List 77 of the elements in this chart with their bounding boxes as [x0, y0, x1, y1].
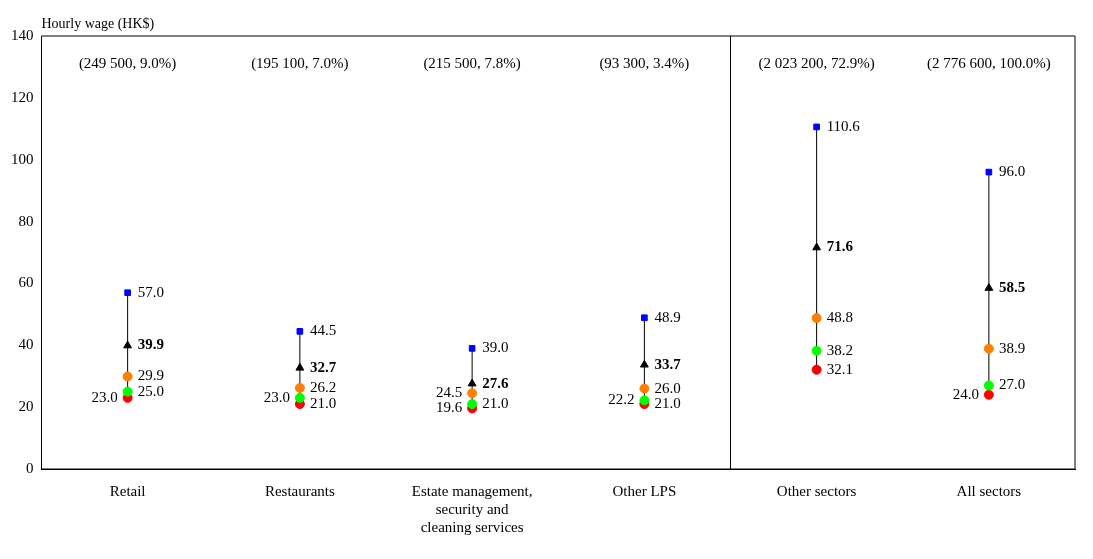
data-label: 27.6 — [482, 374, 509, 391]
point — [295, 362, 305, 371]
annotation: (93 300, 3.4%) — [599, 54, 690, 72]
x-tick-label: Restaurants — [264, 482, 336, 499]
annotation: (2 776 600, 100.0%) — [927, 54, 1051, 72]
point — [296, 328, 304, 335]
data-label: 39.9 — [137, 336, 164, 353]
data-label: 39.0 — [482, 339, 509, 356]
point — [124, 289, 131, 297]
point — [123, 340, 133, 349]
point — [985, 168, 993, 176]
point — [813, 123, 820, 131]
data-label: 48.8 — [826, 309, 853, 326]
y-axis-title: Hourly wage (HK$) — [41, 15, 155, 32]
y-tick-label: 120 — [11, 88, 34, 105]
y-tick-label: 40 — [18, 336, 34, 353]
data-label: 26.0 — [654, 379, 681, 396]
data-label: 21.0 — [309, 394, 337, 411]
data-label: 23.0 — [91, 388, 118, 405]
data-label: 21.0 — [654, 394, 681, 411]
x-tick-label: Estate management, security and cleaning services — [411, 482, 533, 535]
point — [639, 395, 650, 406]
y-tick-label: 20 — [18, 398, 34, 415]
point — [467, 378, 477, 387]
data-label: 44.5 — [309, 322, 337, 339]
data-label: 38.9 — [998, 339, 1026, 356]
annotation: (249 500, 9.0%) — [78, 54, 177, 72]
data-label: 48.9 — [654, 308, 681, 325]
y-tick-label: 0 — [26, 459, 34, 476]
x-tick-label: Other sectors — [776, 482, 857, 499]
data-label: 24.5 — [435, 384, 463, 401]
point — [983, 389, 994, 400]
annotation: (2 023 200, 72.9%) — [758, 54, 875, 72]
point — [984, 283, 994, 291]
annotation: (195 100, 7.0%) — [251, 54, 349, 72]
annotation: (215 500, 7.8%) — [423, 54, 521, 72]
data-label: 21.0 — [482, 394, 509, 411]
point — [122, 386, 133, 397]
point — [294, 392, 305, 403]
point — [811, 345, 822, 356]
point — [811, 313, 822, 324]
point — [639, 359, 649, 368]
point — [983, 380, 994, 391]
data-label: 58.5 — [998, 278, 1026, 295]
y-tick-label: 60 — [18, 274, 34, 291]
point — [294, 382, 305, 393]
data-label: 24.0 — [952, 385, 979, 402]
data-label: 38.2 — [826, 341, 853, 358]
data-label: 25.0 — [137, 382, 164, 399]
x-tick-label: Other LPS — [612, 482, 677, 499]
data-label: 96.0 — [998, 163, 1026, 180]
y-tick-label: 140 — [11, 26, 34, 43]
point — [983, 343, 994, 354]
point — [812, 242, 822, 251]
data-label: 22.2 — [608, 391, 635, 408]
point — [641, 314, 648, 322]
data-label: 27.0 — [998, 376, 1026, 393]
point — [811, 364, 822, 375]
x-tick-label: All sectors — [956, 482, 1022, 499]
data-label: 23.0 — [263, 388, 290, 405]
point — [467, 399, 478, 410]
point — [122, 371, 133, 382]
x-tick-label: Retail — [109, 482, 146, 499]
point — [467, 388, 478, 399]
y-tick-label: 100 — [11, 150, 34, 167]
data-label: 33.7 — [654, 355, 682, 372]
y-tick-label: 80 — [18, 212, 34, 229]
data-label: 29.9 — [137, 367, 164, 384]
data-label: 110.6 — [826, 117, 861, 134]
data-label: 19.6 — [435, 399, 463, 416]
point — [639, 383, 650, 394]
data-label: 32.7 — [309, 358, 337, 375]
data-label: 57.0 — [137, 283, 164, 300]
data-label: 71.6 — [826, 238, 854, 255]
data-label: 32.1 — [826, 360, 853, 377]
data-label: 26.2 — [309, 378, 337, 395]
point — [468, 345, 476, 352]
